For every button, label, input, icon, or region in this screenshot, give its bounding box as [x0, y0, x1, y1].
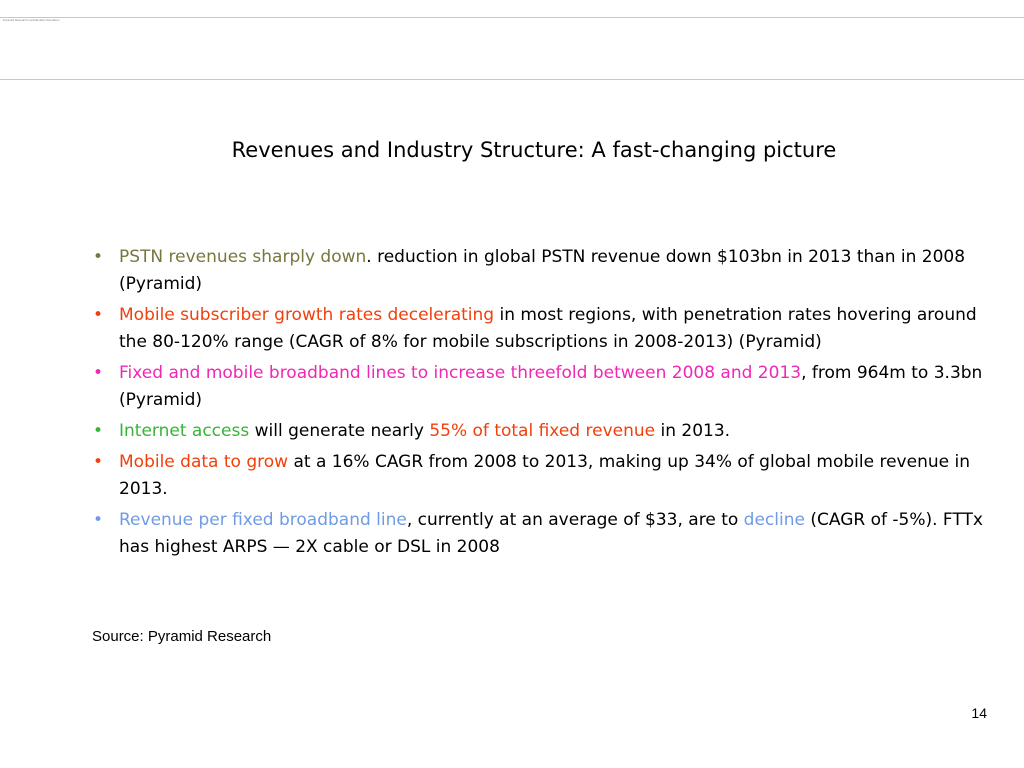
bullet-highlight: Fixed and mobile broadband lines to incr… [119, 363, 802, 383]
bullet-highlight: Mobile subscriber growth rates decelerat… [119, 305, 495, 325]
bullet-text: in most regions, with penetration rates … [119, 305, 977, 352]
bullet-highlight: Mobile data to grow [119, 452, 289, 472]
bullet-highlight: Revenue per fixed broadband line [119, 510, 407, 530]
bullet-item-mobile-data: • Mobile data to grow at a 16% CAGR from… [90, 449, 990, 503]
bullet-dot-icon: • [93, 452, 104, 472]
bullet-item-internet-access: • Internet access will generate nearly 5… [90, 418, 990, 445]
bullet-text: will generate nearly [249, 421, 430, 441]
bullet-text: , currently at an average of $33, are to [406, 510, 744, 530]
header-bottom-rule [0, 79, 1024, 80]
bullet-item-mobile-subscribers: • Mobile subscriber growth rates deceler… [90, 302, 990, 356]
bullet-text: at a 16% CAGR from 2008 to 2013, making … [119, 452, 970, 499]
page-number: 14 [971, 705, 987, 721]
bullet-dot-icon: • [93, 421, 104, 441]
bullet-text-secondary: in 2013. [655, 421, 731, 441]
header-tiny-text: Pyramid Research confidential informatio… [3, 18, 60, 22]
bullet-dot-icon: • [93, 363, 104, 383]
bullet-item-pstn: • PSTN revenues sharply down. reduction … [90, 244, 990, 298]
bullet-list: • PSTN revenues sharply down. reduction … [90, 244, 990, 565]
bullet-text: . reduction in global PSTN revenue down … [119, 247, 966, 294]
bullet-highlight: PSTN revenues sharply down [119, 247, 367, 267]
bullet-item-revenue-per-line: • Revenue per fixed broadband line, curr… [90, 507, 990, 561]
bullet-highlight: Internet access [119, 421, 250, 441]
header-top-rule [0, 17, 1024, 18]
source-note: Source: Pyramid Research [92, 628, 272, 645]
bullet-dot-icon: • [93, 305, 104, 325]
bullet-text-secondary: (CAGR of -5%). FTTx has highest ARPS — 2… [119, 510, 983, 557]
bullet-item-broadband-lines: • Fixed and mobile broadband lines to in… [90, 360, 990, 414]
bullet-highlight-secondary: decline [743, 510, 805, 530]
bullet-dot-icon: • [93, 247, 104, 267]
slide-title: Revenues and Industry Structure: A fast-… [231, 138, 837, 162]
bullet-highlight-secondary: 55% of total fixed revenue [429, 421, 656, 441]
bullet-text: , from 964m to 3.3bn (Pyramid) [119, 363, 983, 410]
bullet-dot-icon: • [93, 510, 104, 530]
